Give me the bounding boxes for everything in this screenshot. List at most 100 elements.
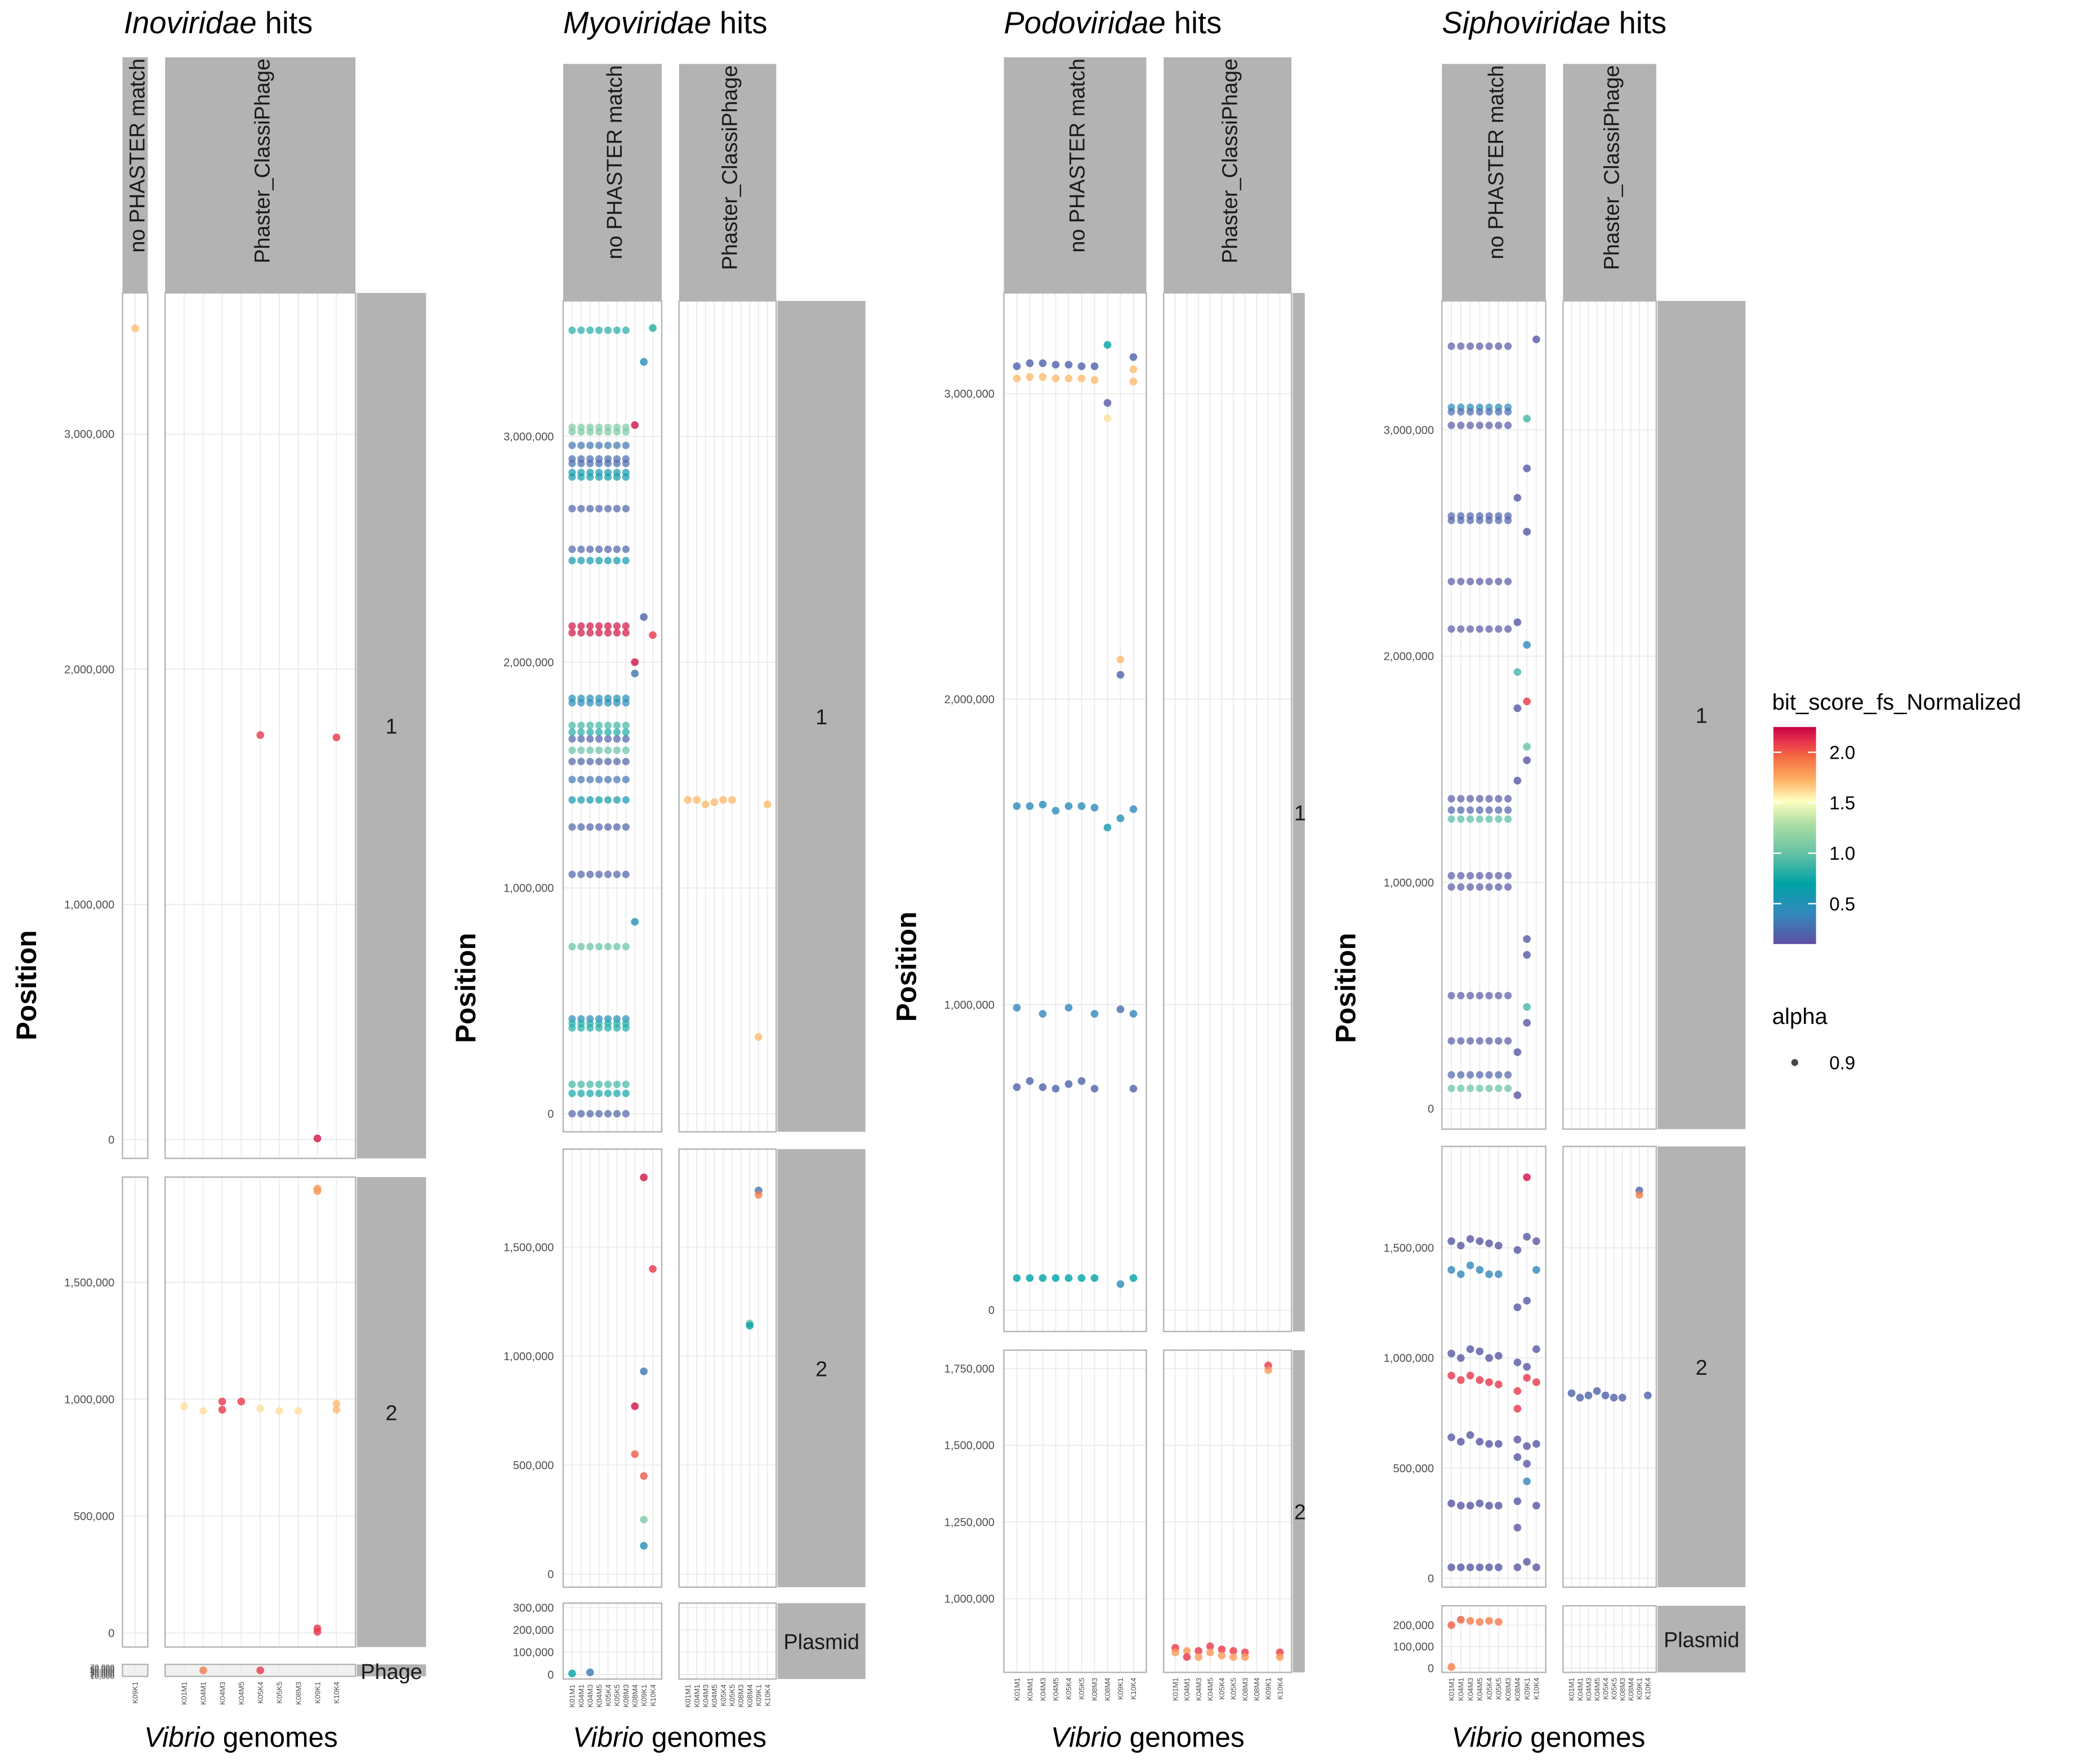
data-point (586, 556, 594, 564)
panel-background (563, 1603, 662, 1680)
data-point (1504, 795, 1512, 803)
data-point (1026, 373, 1034, 381)
data-point (1456, 1563, 1465, 1571)
y-tick-label: 3,000,000 (1384, 424, 1434, 436)
data-point (1457, 1071, 1465, 1079)
data-point (568, 699, 576, 707)
data-point (1476, 806, 1483, 814)
x-axis-label-suffix: genomes (215, 1722, 338, 1753)
x-tick-label: K04M5 (1476, 1678, 1484, 1701)
data-point (568, 1669, 576, 1678)
data-point (1504, 1071, 1512, 1079)
panel-background (1563, 301, 1656, 1129)
data-point (595, 746, 603, 754)
panel-background (1442, 301, 1546, 1129)
data-point (1447, 872, 1455, 880)
data-point (1476, 1618, 1484, 1626)
row-strip (1657, 301, 1746, 1129)
data-point (1116, 1005, 1125, 1013)
data-point (1523, 742, 1531, 751)
data-point (1466, 1345, 1474, 1353)
data-point (586, 545, 594, 553)
x-tick-label: K10K4 (1129, 1678, 1138, 1700)
y-tick-label: 1,000,000 (64, 899, 114, 911)
data-point (1476, 992, 1483, 1000)
data-point (1447, 1237, 1455, 1245)
data-point (577, 326, 585, 335)
data-point (604, 1110, 612, 1118)
data-point (1038, 800, 1047, 809)
data-point (1038, 1010, 1047, 1018)
x-axis-label-genus: Vibrio (144, 1722, 215, 1753)
y-tick-label: 3,000,000 (64, 429, 114, 441)
data-point (1241, 1653, 1249, 1661)
data-point (1466, 625, 1474, 633)
data-point (622, 1089, 630, 1097)
data-point (1485, 1084, 1493, 1093)
data-point (1495, 625, 1503, 633)
row-strip (356, 1664, 426, 1677)
data-point (1476, 1347, 1484, 1356)
row-strip-label: 2 (1696, 1356, 1708, 1380)
chart-title: Inoviridae hits (124, 6, 313, 40)
data-point (622, 746, 630, 754)
x-tick-label: K05K5 (728, 1685, 737, 1707)
data-point (1532, 1563, 1540, 1571)
data-point (568, 1024, 576, 1032)
data-point (568, 1080, 576, 1088)
data-point (568, 1089, 576, 1097)
column-strip-label: Phaster_ClassiPhage (1218, 59, 1242, 264)
x-tick-label: K09K1 (131, 1682, 140, 1704)
data-point (577, 1089, 585, 1097)
y-tick-label: 3,000,000 (503, 431, 554, 443)
data-point (1466, 421, 1474, 429)
data-point (631, 917, 639, 926)
data-point (1476, 815, 1483, 823)
data-point (1601, 1391, 1610, 1400)
data-point (595, 728, 603, 736)
data-point (613, 460, 621, 467)
data-point (1504, 883, 1512, 891)
plot-panel: K09K1 (122, 1663, 149, 1704)
y-tick-label: 100,000 (1393, 1641, 1434, 1654)
data-point (640, 1516, 648, 1524)
data-point (1495, 883, 1503, 891)
data-point (1495, 1380, 1503, 1388)
data-point (604, 870, 612, 879)
data-point (1129, 1010, 1138, 1018)
data-point (1447, 1266, 1455, 1274)
data-point (595, 556, 603, 564)
data-point (1504, 516, 1512, 524)
data-point (1447, 421, 1455, 429)
data-point (1513, 1453, 1522, 1462)
panel-background (1004, 293, 1147, 1332)
data-point (1103, 414, 1112, 422)
panel-border (164, 1663, 356, 1677)
data-point (1495, 815, 1503, 823)
data-point (1457, 806, 1465, 814)
data-point (1485, 815, 1493, 823)
data-point (1610, 1393, 1618, 1402)
data-point (1532, 1378, 1540, 1386)
data-point (1218, 1645, 1226, 1654)
panel-border (562, 1148, 663, 1588)
data-point (1476, 625, 1483, 633)
panel-border (678, 1148, 777, 1588)
data-point (1495, 1084, 1503, 1093)
data-point (1447, 992, 1455, 1000)
data-point (1532, 1440, 1540, 1448)
data-point (1183, 1653, 1191, 1661)
plot-panel: K01M1 K04M1 K04M3 K04M5 K05K4 K05K5 K08M3 K08M4… (678, 1602, 777, 1708)
panel-border (1441, 1605, 1546, 1673)
y-tick-label: 200,000 (1393, 1620, 1434, 1632)
y-tick-label: 0 (547, 1108, 554, 1121)
data-point (1485, 1378, 1493, 1386)
data-point (1523, 1442, 1531, 1450)
data-point (1523, 1233, 1531, 1241)
data-point (1504, 1037, 1512, 1045)
data-point (622, 629, 630, 637)
data-point (613, 1024, 621, 1032)
data-point (1447, 1621, 1455, 1629)
chart-title: Myoviridae hits (563, 6, 768, 40)
data-point (1090, 362, 1099, 371)
